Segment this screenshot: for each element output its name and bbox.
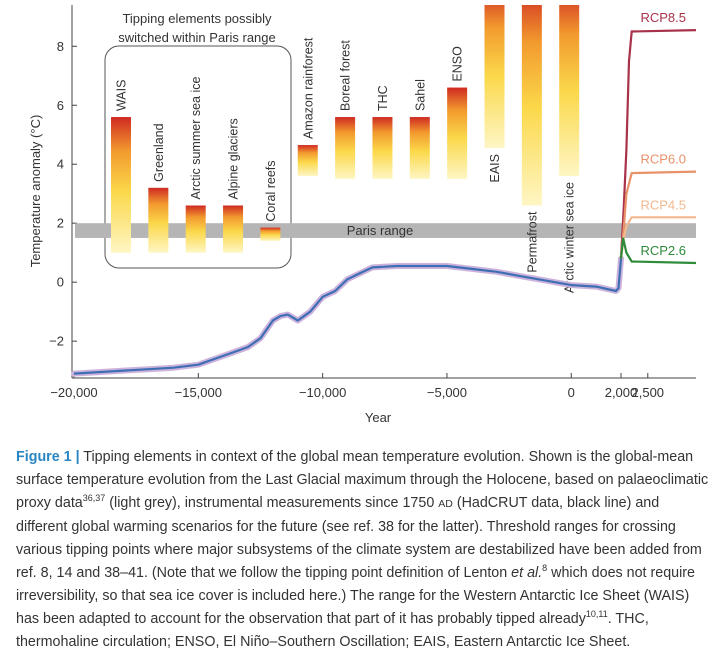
tipping-label: Coral reefs — [264, 160, 278, 221]
y-axis-label: Temperature anomaly (°C) — [28, 115, 43, 268]
tipping-bar — [223, 205, 244, 253]
caption-italic: et al. — [511, 565, 543, 581]
temperature-line — [73, 258, 623, 375]
y-tick-label: 8 — [57, 39, 64, 54]
tipping-bar — [521, 5, 542, 206]
tipping-bar — [297, 145, 318, 177]
tipping-bar — [185, 205, 206, 253]
caption-normal: (HadCRUT data, black line) and different… — [16, 495, 702, 581]
tipping-label: Permafrost — [525, 211, 539, 273]
tipping-bar — [559, 5, 580, 177]
caption-normal: which does not require irreversibility, … — [16, 565, 696, 627]
caption-normal: Tipping elements in context of the globa… — [16, 449, 709, 511]
x-tick-label: −10,000 — [299, 385, 346, 400]
tipping-bar — [447, 87, 468, 179]
box-title: switched within Paris range — [118, 30, 276, 45]
tipping-label: Alpine glaciers — [227, 118, 241, 199]
y-tick-label: 0 — [57, 275, 64, 290]
tipping-bar — [409, 117, 430, 179]
scenario-label: RCP4.5 — [640, 197, 686, 212]
x-axis-label: Year — [365, 410, 392, 425]
figure: Temperature anomaly (°C) Year −2 0 2 4 6 8 −20… — [28, 5, 697, 425]
tipping-label: Arctic winter sea ice — [563, 182, 577, 293]
tipping-bar — [372, 117, 393, 179]
scenario-label: RCP6.0 — [640, 152, 686, 167]
tipping-label: Amazon rainforest — [301, 37, 315, 139]
y-tick-label: 2 — [57, 216, 64, 231]
x-tick-label: 2,500 — [632, 385, 665, 400]
paris-range-label: Paris range — [347, 223, 413, 238]
paris-box — [104, 45, 292, 269]
y-tick-label: 6 — [57, 98, 64, 113]
tipping-bar — [111, 117, 131, 253]
scenario-label: RCP2.6 — [640, 243, 686, 258]
scenario-line — [619, 237, 697, 265]
tipping-label: THC — [376, 85, 390, 111]
caption-sup: 8 — [542, 563, 548, 574]
tipping-label: EAIS — [488, 154, 502, 183]
caption-smallcaps: AD — [438, 498, 453, 510]
box-title: Tipping elements possibly — [122, 11, 272, 26]
caption-normal: (light grey), instrumental measurements … — [105, 495, 439, 511]
scenario-label: RCP8.5 — [640, 10, 686, 25]
temperature-halo — [71, 255, 624, 377]
tipping-label: Sahel — [413, 79, 427, 111]
caption: Figure 1 | Tipping elements in context o… — [16, 446, 712, 654]
caption-label: Figure 1 | — [16, 449, 80, 465]
tipping-label: Boreal forest — [339, 40, 353, 111]
tipping-bar — [335, 117, 356, 179]
tipping-label: ENSO — [451, 46, 465, 82]
tipping-label: Arctic summer sea ice — [189, 77, 203, 200]
caption-sup: 36,37 — [82, 493, 106, 504]
tipping-label: Greenland — [152, 123, 166, 181]
caption-normal: . THC, thermohaline circulation; ENSO, E… — [16, 611, 649, 650]
tipping-bar — [148, 187, 169, 253]
tipping-elements — [111, 5, 580, 253]
x-tick-label: −15,000 — [175, 385, 222, 400]
x-tick-label: 0 — [568, 385, 575, 400]
y-tick-label: 4 — [57, 157, 64, 172]
tipping-bar — [484, 5, 505, 149]
tipping-bar — [260, 227, 281, 241]
caption-sup: 10,11 — [585, 609, 608, 620]
y-tick-label: −2 — [49, 334, 64, 349]
scenario-line — [619, 29, 697, 259]
tipping-label: WAIS — [115, 80, 129, 111]
x-tick-label: −5,000 — [427, 385, 467, 400]
x-tick-label: 2,000 — [605, 385, 638, 400]
x-tick-label: −20,000 — [50, 385, 97, 400]
